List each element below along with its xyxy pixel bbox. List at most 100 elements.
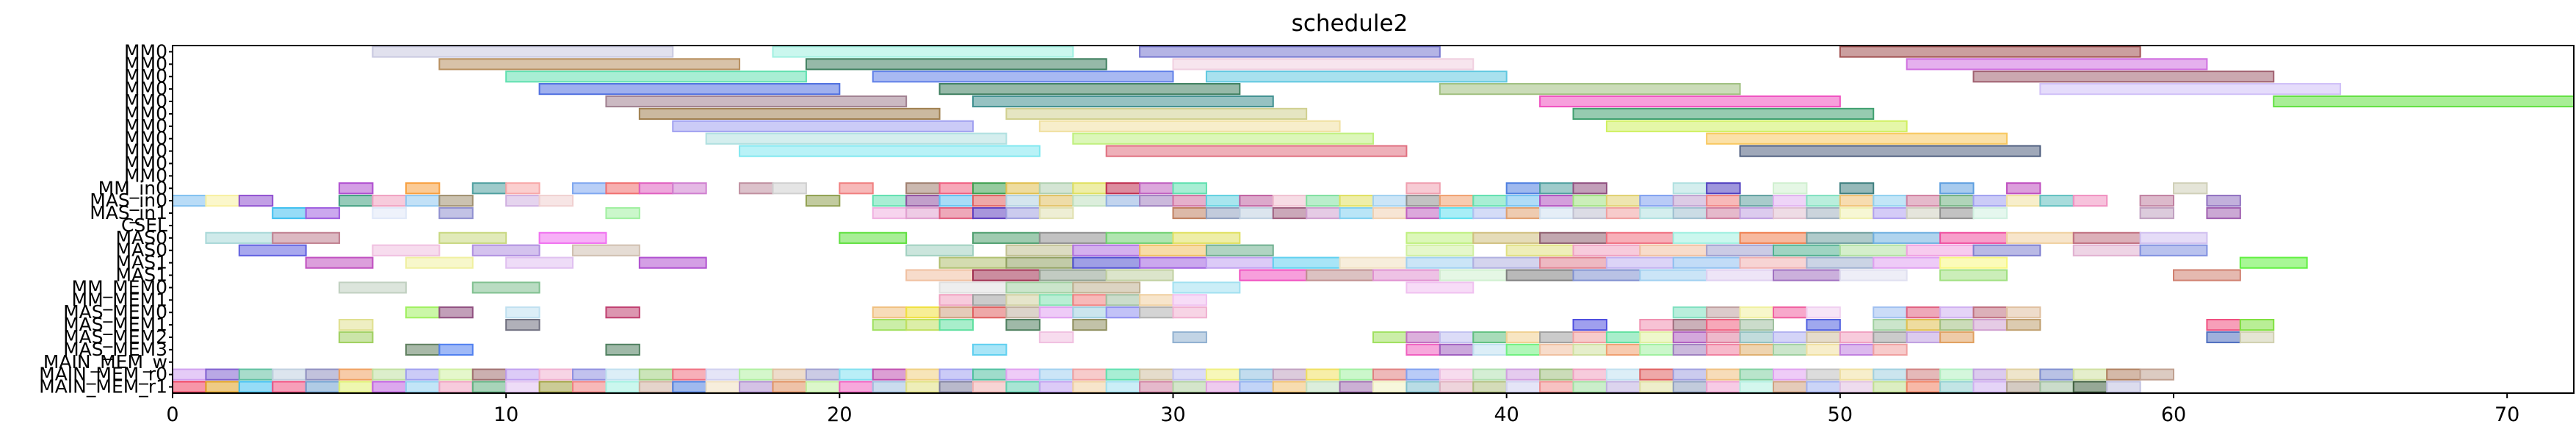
task-bar bbox=[1672, 206, 1708, 220]
x-tick-label: 0 bbox=[166, 403, 178, 426]
task-bar bbox=[872, 318, 908, 331]
task-bar bbox=[872, 195, 908, 207]
task-bar bbox=[2173, 182, 2208, 195]
task-bar bbox=[2206, 331, 2241, 344]
task-bar bbox=[1172, 58, 1475, 71]
task-bar bbox=[1439, 206, 1475, 220]
task-bar bbox=[1706, 132, 2008, 145]
task-bar bbox=[1639, 206, 1674, 220]
task-bar bbox=[1405, 182, 1441, 195]
task-bar bbox=[1539, 195, 1574, 207]
task-bar bbox=[1405, 195, 1441, 207]
task-bar bbox=[705, 381, 741, 393]
task-bar bbox=[1172, 206, 1207, 220]
task-bar bbox=[1672, 231, 1741, 244]
task-bar bbox=[1339, 368, 1375, 381]
task-bar bbox=[1939, 182, 1975, 195]
x-tick-label: 70 bbox=[2494, 403, 2519, 426]
task-bar bbox=[2206, 318, 2241, 331]
task-bar bbox=[1405, 281, 1475, 294]
task-bar bbox=[1639, 318, 1674, 331]
task-bar bbox=[705, 368, 741, 381]
task-bar bbox=[739, 182, 774, 195]
task-bar bbox=[1272, 368, 1308, 381]
row-label: MM0 bbox=[124, 115, 167, 137]
task-bar bbox=[1339, 381, 1375, 393]
task-bar bbox=[1172, 281, 1241, 294]
task-bar bbox=[1672, 368, 1708, 381]
task-bar bbox=[505, 182, 540, 195]
task-bar bbox=[1072, 256, 1141, 269]
task-bar bbox=[1906, 381, 1942, 393]
task-bar bbox=[2039, 381, 2074, 393]
task-bar bbox=[2239, 318, 2275, 331]
task-bar bbox=[938, 368, 974, 381]
row-label: MAIN_MEM_r1 bbox=[39, 376, 167, 398]
task-bar bbox=[972, 343, 1007, 356]
task-bar bbox=[538, 83, 841, 96]
task-bar bbox=[1706, 306, 1741, 319]
task-bar bbox=[1372, 206, 1408, 220]
task-bar bbox=[339, 195, 374, 207]
task-bar bbox=[1572, 182, 1607, 195]
task-bar bbox=[1205, 244, 1274, 256]
task-bar bbox=[1105, 381, 1141, 393]
task-bar bbox=[1739, 306, 1774, 319]
task-bar bbox=[1839, 343, 1875, 356]
task-bar bbox=[438, 368, 474, 381]
task-bar bbox=[405, 306, 441, 319]
task-bar bbox=[1873, 306, 1908, 319]
task-bar bbox=[272, 381, 307, 393]
task-bar bbox=[538, 195, 574, 207]
task-bar bbox=[2206, 195, 2241, 207]
task-bar bbox=[1939, 306, 1975, 319]
task-bar bbox=[1239, 368, 1274, 381]
task-bar bbox=[339, 331, 374, 344]
task-bar bbox=[1005, 244, 1074, 256]
task-bar bbox=[1672, 331, 1708, 344]
task-bar bbox=[1739, 343, 1774, 356]
task-bar bbox=[972, 95, 1274, 108]
task-bar bbox=[1505, 206, 1541, 220]
task-bar bbox=[1839, 269, 1908, 281]
task-bar bbox=[1505, 269, 1574, 281]
task-bar bbox=[372, 368, 407, 381]
task-bar bbox=[1939, 206, 1975, 220]
task-bar bbox=[1605, 120, 1908, 132]
task-bar bbox=[905, 318, 941, 331]
task-bar bbox=[339, 281, 407, 294]
task-bar bbox=[1605, 368, 1641, 381]
task-bar bbox=[605, 381, 640, 393]
task-bar bbox=[1672, 182, 1708, 195]
task-bar bbox=[1972, 306, 2008, 319]
task-bar bbox=[1072, 195, 1107, 207]
row-label: MAS_in0 bbox=[90, 190, 167, 211]
task-bar bbox=[972, 294, 1007, 306]
task-bar bbox=[1839, 195, 1875, 207]
task-bar bbox=[1205, 71, 1508, 83]
task-bar bbox=[471, 368, 507, 381]
task-bar bbox=[1572, 381, 1607, 393]
task-bar bbox=[2072, 195, 2108, 207]
x-axis-ticks: 0 10 20 30 40 50 60 70 bbox=[166, 393, 2519, 426]
task-bar bbox=[1773, 244, 1841, 256]
task-bar bbox=[938, 195, 974, 207]
task-bar bbox=[1873, 206, 1908, 220]
task-bar bbox=[272, 368, 307, 381]
task-bar bbox=[938, 381, 974, 393]
task-bar bbox=[805, 381, 841, 393]
task-bar bbox=[2139, 195, 2174, 207]
task-bar bbox=[938, 206, 974, 220]
task-bar bbox=[1906, 306, 1942, 319]
task-bar bbox=[505, 71, 807, 83]
task-bar bbox=[1773, 182, 1808, 195]
task-bar bbox=[2005, 318, 2041, 331]
row-label: MM0 bbox=[124, 90, 167, 112]
task-bar bbox=[1505, 343, 1541, 356]
task-bar bbox=[1105, 306, 1141, 319]
task-bar bbox=[1038, 331, 1074, 344]
task-bar bbox=[1873, 318, 1908, 331]
task-bar bbox=[1072, 244, 1141, 256]
task-bar bbox=[938, 294, 974, 306]
task-bar bbox=[305, 368, 341, 381]
